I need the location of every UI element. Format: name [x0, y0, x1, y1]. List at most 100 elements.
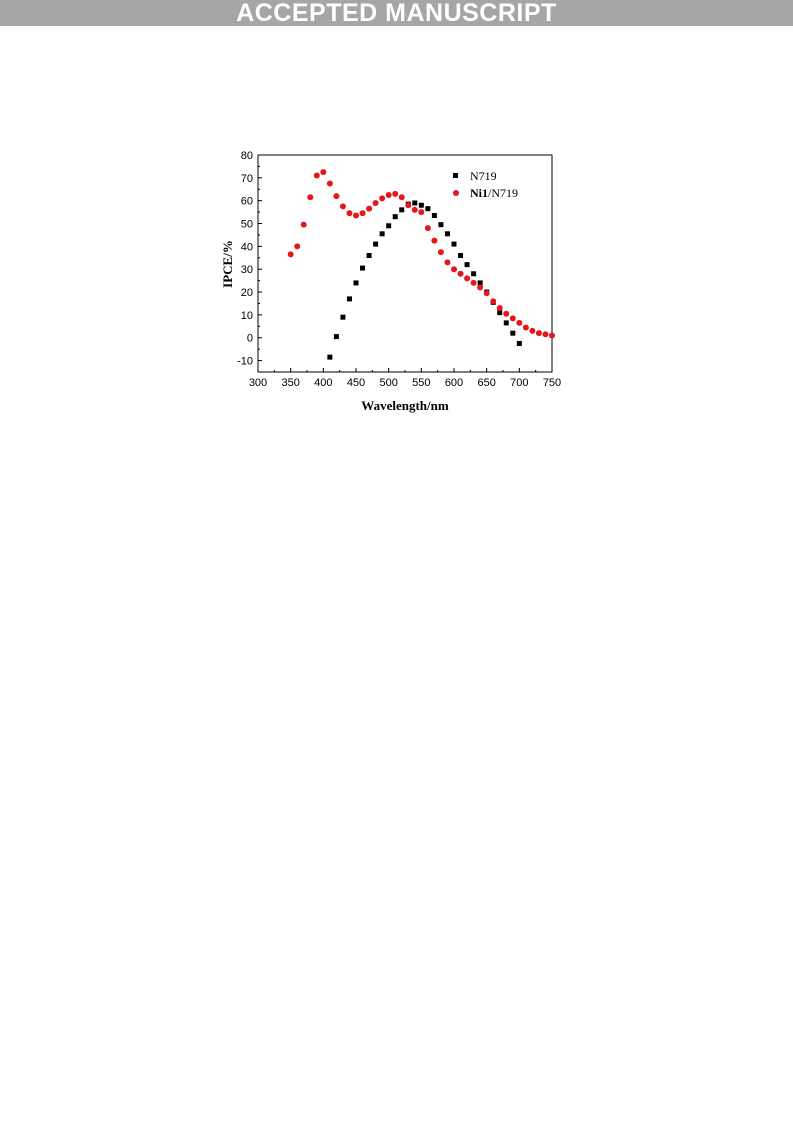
- y-tick-label: 40: [241, 241, 253, 253]
- ni1-n719-data-point: [457, 270, 464, 277]
- ni1-n719-data-point: [509, 315, 516, 322]
- ni1-n719-data-point: [444, 259, 451, 266]
- n719-data-point: [373, 241, 379, 247]
- ni1-n719-data-point: [326, 180, 333, 187]
- y-tick-label: 20: [241, 287, 253, 299]
- ni1-n719-data-point: [398, 194, 405, 201]
- n719-data-point: [425, 206, 431, 212]
- x-tick-label: 300: [249, 377, 267, 389]
- n719-data-point: [451, 241, 457, 247]
- ni1-n719-data-point: [307, 194, 314, 201]
- ni1-n719-data-point: [437, 249, 444, 256]
- n719-data-point: [386, 223, 392, 229]
- y-tick-label: 60: [241, 196, 253, 208]
- ni1-n719-data-point: [320, 169, 327, 176]
- ni1-n719-data-point: [464, 275, 471, 282]
- n719-data-point: [431, 213, 437, 219]
- n719-data-point: [418, 202, 424, 208]
- ni1-n719-data-point: [353, 212, 359, 219]
- n719-data-point: [477, 280, 483, 286]
- ni1-n719-data-point: [366, 205, 373, 212]
- ni1-n719-data-point: [522, 324, 529, 331]
- x-tick-label: 600: [445, 377, 463, 389]
- n719-data-point: [471, 271, 477, 277]
- n719-data-point: [399, 207, 405, 213]
- ni1-n719-data-point: [405, 202, 412, 209]
- n719-data-point: [497, 310, 503, 316]
- y-tick-label: 50: [241, 219, 253, 231]
- n719-data-point: [346, 296, 352, 302]
- ni1-n719-data-point: [535, 330, 542, 337]
- n719-data-point: [392, 214, 398, 220]
- legend-label-rest: /N719: [488, 186, 518, 200]
- n719-data-point: [444, 231, 450, 237]
- ni1-n719-data-point: [287, 251, 294, 258]
- n719-data-point: [333, 334, 339, 340]
- y-tick-label: 80: [241, 150, 253, 162]
- ni1-n719-data-point: [385, 191, 392, 198]
- ni1-n719-data-point: [333, 193, 340, 200]
- ni1-n719-data-point: [294, 243, 301, 250]
- ni1-n719-data-point: [313, 172, 320, 179]
- x-tick-label: 450: [347, 377, 365, 389]
- y-axis-title: IPCE/%: [220, 240, 235, 288]
- legend-label-n719: N719: [470, 169, 497, 183]
- ni1-n719-data-point: [483, 290, 490, 297]
- n719-data-point: [412, 200, 418, 206]
- ni1-n719-data-point: [516, 319, 523, 326]
- x-tick-label: 650: [477, 377, 495, 389]
- ni1-n719-data-point: [418, 209, 425, 216]
- n719-data-point: [353, 280, 359, 286]
- data-series: [287, 169, 555, 360]
- n719-data-point: [366, 253, 372, 259]
- ni1-n719-data-point: [503, 310, 510, 317]
- ni1-n719-data-point: [477, 284, 484, 291]
- ni1-n719-data-point: [379, 195, 386, 202]
- x-axis-title: Wavelength/nm: [361, 398, 449, 413]
- n719-data-point: [464, 262, 470, 268]
- ni1-n719-data-point: [490, 298, 497, 305]
- n719-data-point: [327, 354, 333, 360]
- legend-label-bold-part: Ni1: [470, 186, 488, 200]
- ni1-n719-data-point: [451, 266, 457, 273]
- legend-marker-n719: [453, 173, 458, 178]
- ni1-n719-data-point: [470, 279, 477, 286]
- legend-label-ni1-n719: Ni1/N719: [470, 186, 518, 200]
- n719-data-point: [458, 253, 464, 259]
- x-tick-label: 500: [379, 377, 397, 389]
- legend-marker-ni1-n719: [453, 190, 459, 196]
- ni1-n719-data-point: [542, 331, 549, 338]
- y-tick-label: -10: [237, 356, 253, 368]
- x-tick-label: 400: [314, 377, 332, 389]
- n719-data-point: [438, 222, 444, 228]
- x-tick-label: 550: [412, 377, 430, 389]
- n719-data-point: [516, 340, 522, 346]
- n719-data-point: [340, 314, 346, 320]
- ni1-n719-data-point: [529, 327, 536, 334]
- ni1-n719-data-point: [372, 199, 379, 206]
- accepted-manuscript-banner: ACCEPTED MANUSCRIPT: [0, 0, 793, 27]
- ni1-n719-data-point: [359, 210, 366, 217]
- ni1-n719-data-point: [424, 225, 431, 232]
- ni1-n719-data-point: [431, 237, 438, 244]
- x-tick-label: 750: [543, 377, 561, 389]
- y-tick-label: 70: [241, 173, 253, 185]
- y-tick-label: 30: [241, 264, 253, 276]
- ni1-n719-data-point: [339, 203, 346, 210]
- ni1-n719-data-point: [300, 221, 307, 228]
- y-tick-label: 10: [241, 310, 253, 322]
- n719-data-point: [360, 265, 366, 271]
- legend: N719 Ni1/N719: [453, 169, 518, 200]
- n719-data-point: [510, 330, 516, 336]
- n719-data-point: [379, 231, 385, 237]
- ni1-n719-data-point: [411, 206, 418, 213]
- x-axis-ticks: 300 350 400 450 500 550 600 650 700 750: [249, 368, 561, 389]
- ni1-n719-data-point: [549, 332, 555, 339]
- x-tick-label: 350: [281, 377, 299, 389]
- n719-data-point: [503, 320, 509, 326]
- ni1-n719-data-point: [346, 210, 353, 217]
- ni1-n719-data-point: [496, 305, 503, 312]
- y-axis-ticks: -10 0 10 20 30 40 50 60 70 80: [237, 150, 262, 373]
- x-tick-label: 700: [510, 377, 528, 389]
